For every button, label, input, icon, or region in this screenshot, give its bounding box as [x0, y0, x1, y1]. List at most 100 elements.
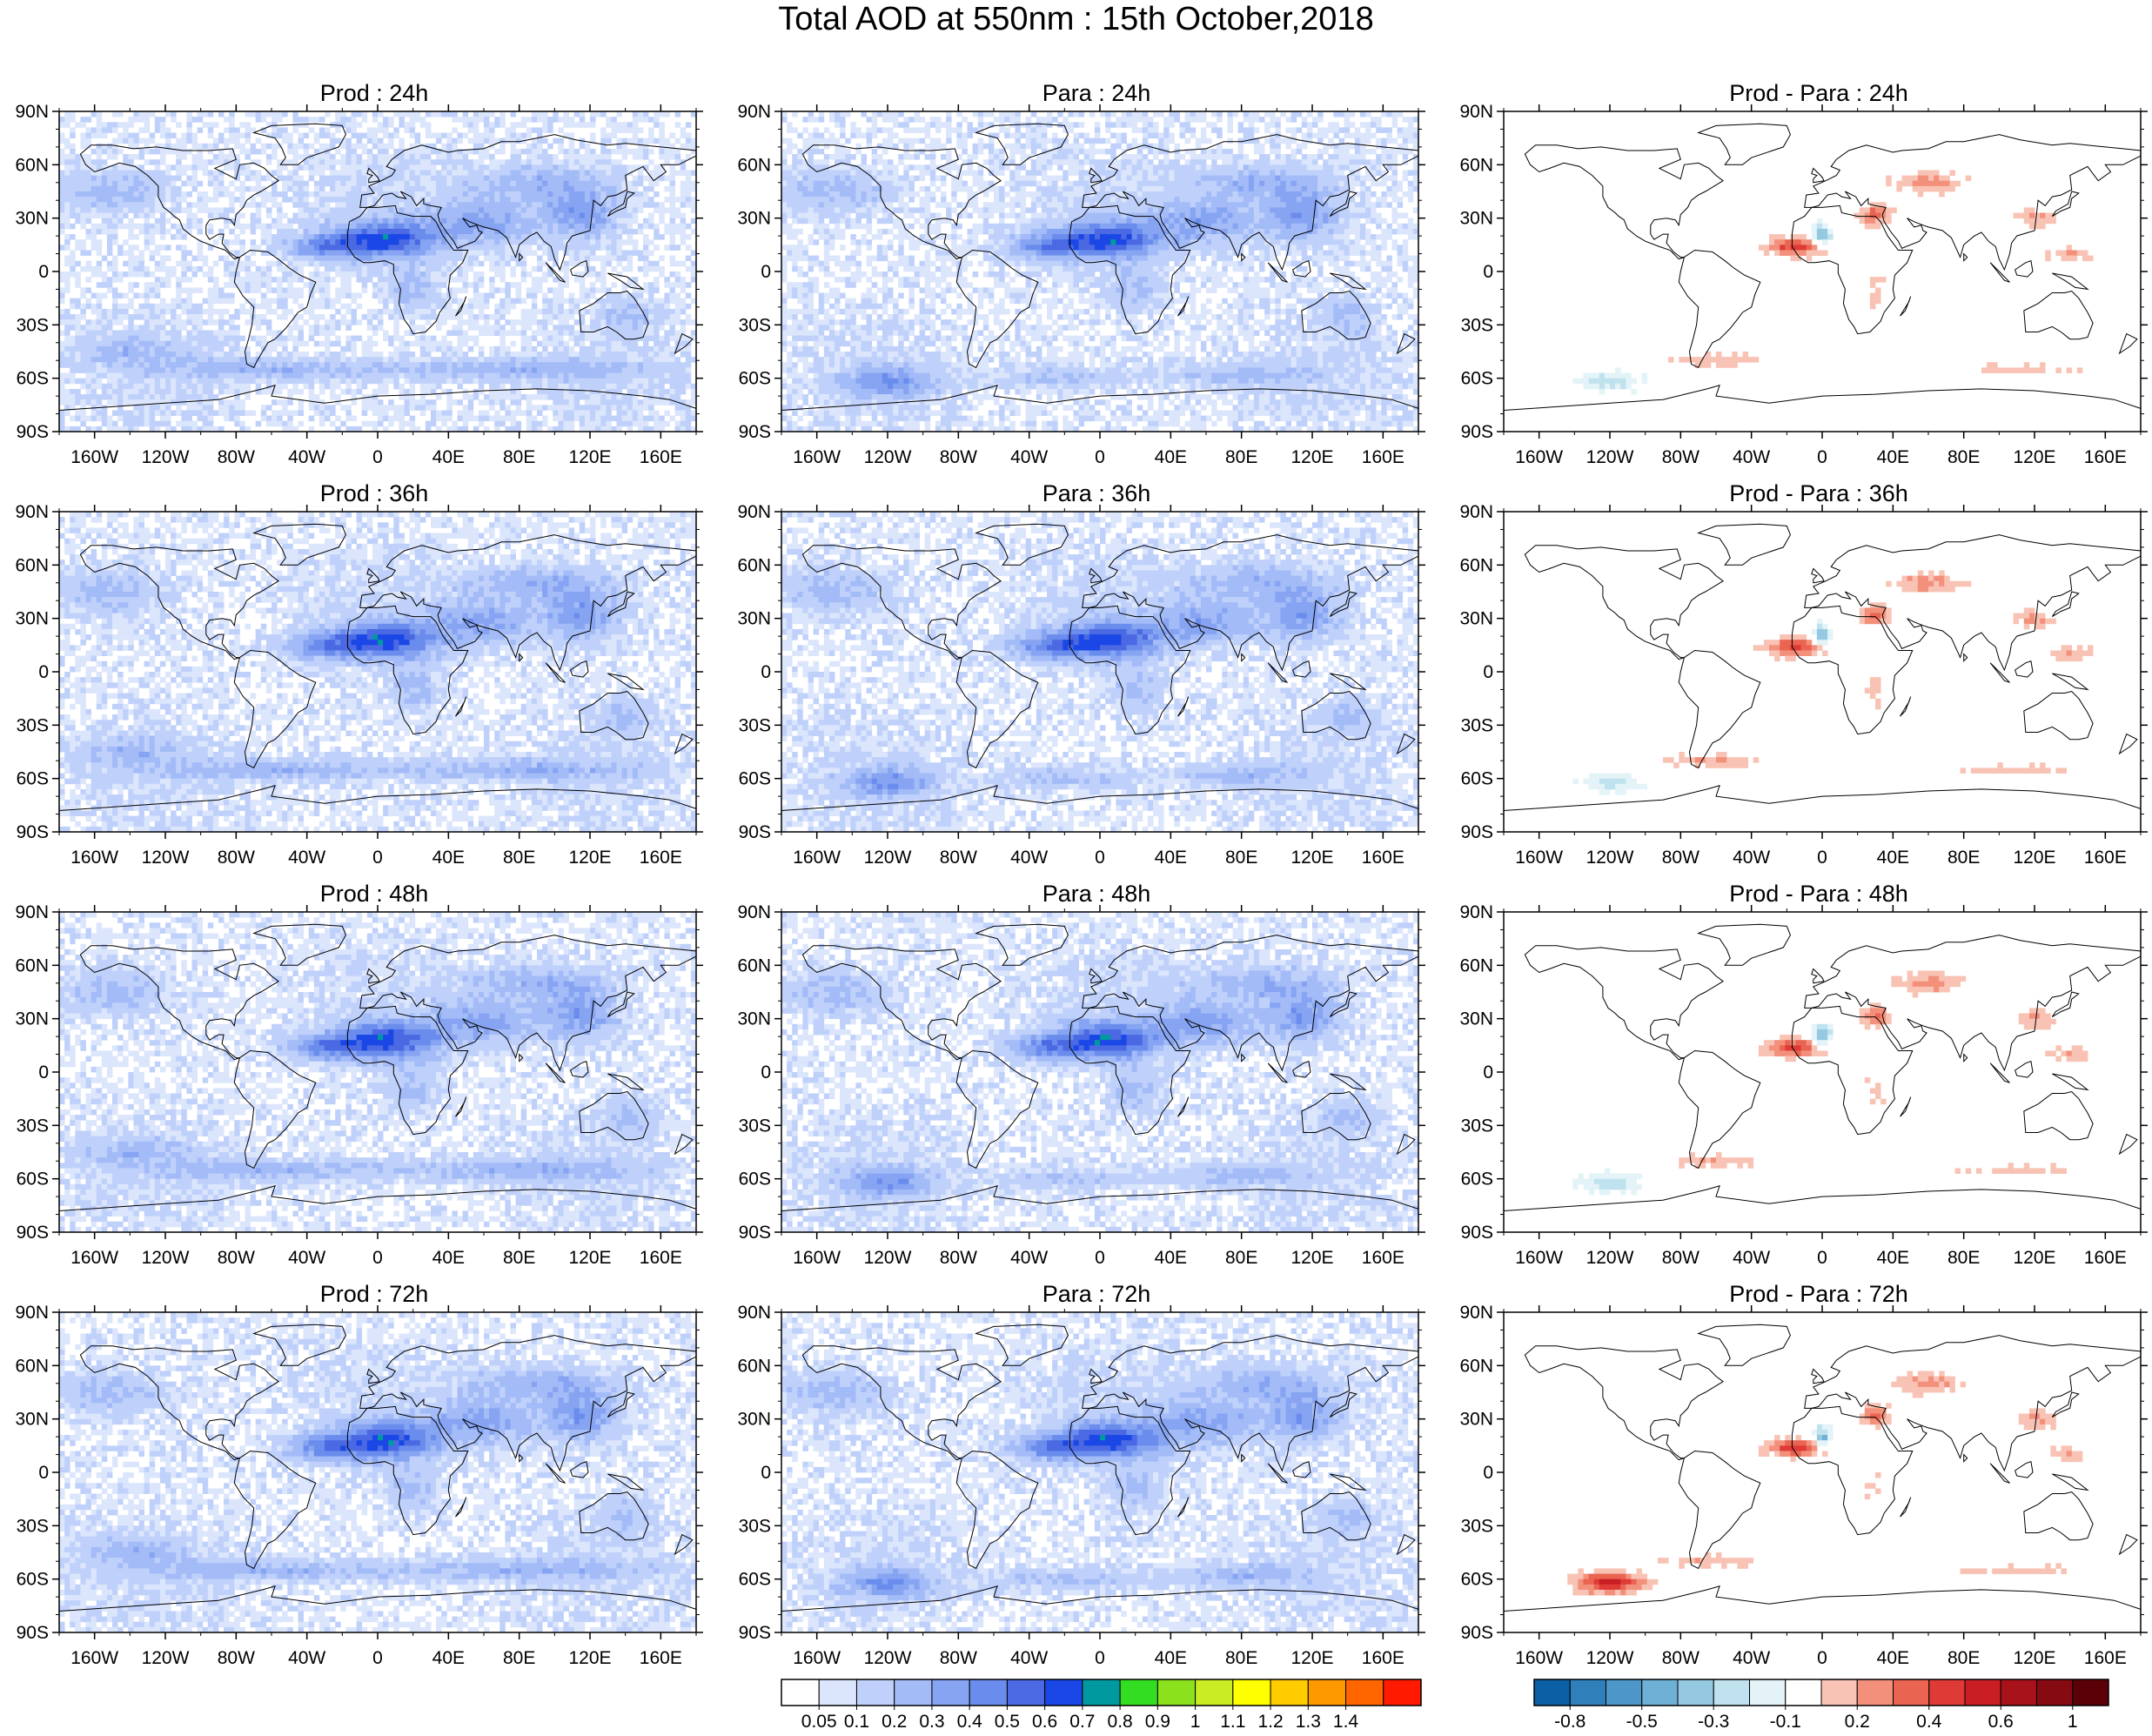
field-cell [64, 186, 70, 192]
field-cell [633, 239, 639, 245]
field-cell [670, 133, 676, 139]
field-cell [542, 213, 548, 219]
field-cell [304, 309, 310, 315]
field-cell [542, 159, 548, 165]
field-cell [521, 357, 527, 363]
field-cell [415, 325, 421, 331]
field-cell [574, 218, 580, 225]
field-cell [431, 149, 437, 155]
field-cell [229, 330, 235, 336]
field-cell [133, 170, 139, 176]
field-cell [171, 266, 177, 272]
field-cell [468, 170, 474, 176]
field-cell [367, 127, 373, 133]
field-cell [393, 367, 399, 373]
field-cell [542, 229, 548, 235]
field-cell [473, 138, 479, 144]
field-cell [59, 346, 65, 352]
field-cell [458, 325, 464, 331]
field-cell [670, 287, 676, 293]
field-cell [97, 127, 103, 133]
field-cell [64, 154, 70, 160]
field-cell [208, 229, 214, 235]
field-cell [224, 384, 230, 390]
field-cell [680, 234, 687, 240]
field-cell [516, 176, 522, 182]
field-cell [325, 346, 331, 352]
field-cell [150, 256, 156, 262]
field-cell [251, 197, 257, 203]
field-cell [494, 357, 500, 363]
field-cell [494, 234, 500, 240]
field-cell [97, 133, 103, 139]
field-cell [160, 373, 166, 379]
field-cell [292, 373, 298, 379]
field-cell [218, 186, 225, 192]
field-cell [75, 261, 81, 267]
field-cell [532, 319, 538, 325]
field-cell [617, 271, 623, 278]
field-cell [335, 239, 341, 245]
field-cell [239, 352, 245, 358]
field-cell [526, 367, 533, 373]
field-cell [272, 367, 278, 373]
field-cell [473, 362, 479, 368]
field-cell [441, 271, 447, 278]
field-cell [511, 127, 517, 133]
field-cell [436, 234, 442, 240]
field-cell [192, 154, 198, 160]
field-cell [198, 197, 204, 203]
field-cell [595, 319, 601, 325]
field-cell [569, 159, 575, 165]
field-cell [659, 154, 665, 160]
field-cell [198, 330, 204, 336]
field-cell [150, 367, 156, 373]
field-cell [542, 224, 548, 230]
field-cell [489, 213, 495, 219]
field-cell [292, 336, 298, 342]
field-cell [638, 384, 644, 390]
field-cell [420, 250, 426, 256]
field-cell [617, 373, 623, 379]
field-cell [537, 127, 543, 133]
field-cell [304, 373, 310, 379]
field-cell [431, 346, 437, 352]
field-cell [335, 271, 341, 278]
field-cell [458, 384, 464, 390]
field-cell [335, 202, 341, 208]
field-cell [107, 154, 112, 160]
field-cell [458, 229, 464, 235]
field-cell [617, 256, 623, 262]
field-cell [574, 277, 580, 283]
field-cell [352, 186, 358, 192]
field-cell [473, 197, 479, 203]
field-cell [585, 122, 591, 128]
field-cell [133, 352, 139, 358]
field-cell [213, 384, 219, 390]
field-cell [128, 229, 134, 235]
field-cell [654, 362, 660, 368]
field-cell [367, 218, 373, 225]
field-cell [595, 213, 601, 219]
field-cell [372, 111, 379, 117]
field-cell [564, 250, 570, 256]
field-cell [499, 357, 506, 363]
field-cell [415, 218, 421, 225]
field-cell [617, 325, 623, 331]
field-cell [446, 250, 453, 256]
field-cell [654, 202, 660, 208]
field-cell [192, 309, 198, 315]
field-cell [426, 362, 432, 368]
field-cell [171, 197, 177, 203]
field-cell [314, 181, 320, 187]
field-cell [261, 362, 267, 368]
field-cell [617, 224, 623, 230]
field-cell [133, 138, 139, 144]
field-cell [431, 133, 437, 139]
field-cell [59, 298, 65, 305]
field-cell [314, 138, 320, 144]
field-cell [431, 234, 437, 240]
field-cell [659, 389, 665, 395]
field-cell [595, 287, 601, 293]
field-cell [633, 133, 639, 139]
